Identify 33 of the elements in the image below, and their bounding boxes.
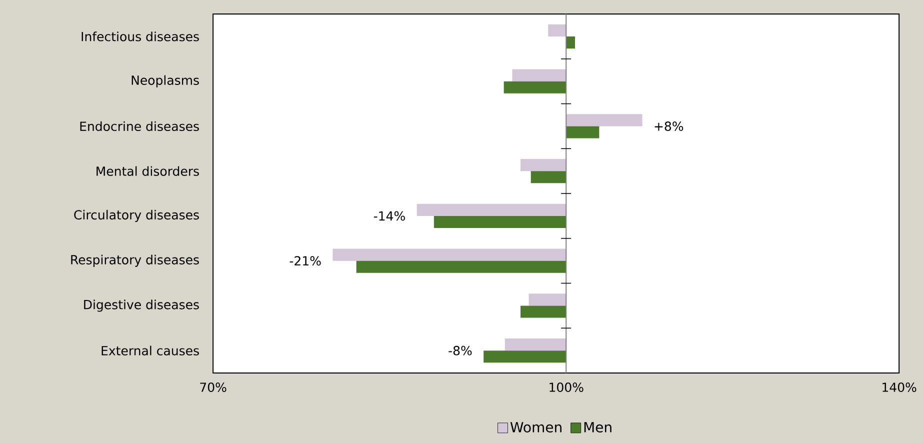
x-tick-label: 100% xyxy=(550,382,584,392)
y-tick-label: Endocrine diseases xyxy=(80,121,199,132)
bar xyxy=(512,69,566,82)
bar xyxy=(566,126,600,138)
y-tick-label: Neoplasms xyxy=(132,75,199,88)
y-tick-label: Infectious diseases xyxy=(82,32,199,42)
y-tick-label: Mental disorders xyxy=(96,166,199,176)
y-tick-label: Circulatory diseases xyxy=(74,210,199,222)
x-tick-label: 140% xyxy=(882,382,916,392)
bar xyxy=(356,260,566,273)
annotation: -8% xyxy=(448,346,472,356)
legend-label: Men xyxy=(584,422,612,432)
bar xyxy=(520,306,566,318)
bar xyxy=(332,248,566,261)
bar xyxy=(566,114,642,126)
y-tick-label: Digestive diseases xyxy=(84,300,199,312)
bar xyxy=(416,204,566,216)
bar xyxy=(434,216,566,228)
annotation: -14% xyxy=(374,211,405,221)
annotation: +8% xyxy=(654,121,684,131)
legend-label: Women xyxy=(510,422,562,432)
bar xyxy=(530,171,566,184)
y-tick-label: Respiratory diseases xyxy=(71,254,199,267)
bar xyxy=(528,294,566,306)
bar xyxy=(484,350,566,363)
bar xyxy=(504,338,566,351)
bar xyxy=(520,158,566,172)
y-tick-label: External causes xyxy=(102,346,199,356)
x-tick-label: 70% xyxy=(200,382,226,392)
annotation: -21% xyxy=(290,256,321,266)
bar xyxy=(566,36,575,49)
bar xyxy=(504,81,566,94)
bar xyxy=(548,24,566,36)
